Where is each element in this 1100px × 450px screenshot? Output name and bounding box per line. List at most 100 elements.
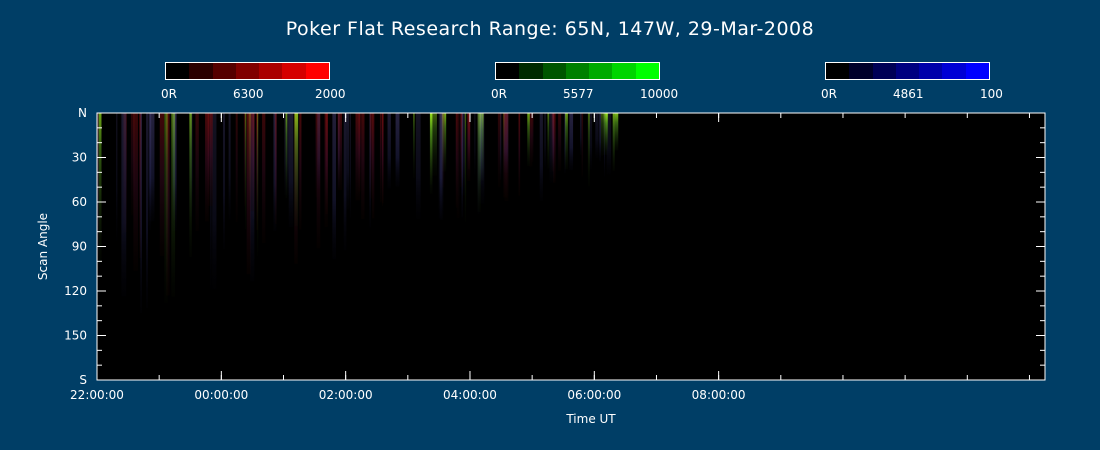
y-tick-label: S <box>79 373 87 387</box>
colorbar-4861-swatch <box>849 63 873 79</box>
emission-streak <box>164 113 168 303</box>
emission-streak <box>250 113 255 212</box>
emission-streak <box>539 113 543 202</box>
emission-streak <box>149 113 155 222</box>
y-axis-label: Scan Angle <box>36 213 50 280</box>
emission-streak <box>285 113 288 199</box>
emission-streak <box>80 113 85 231</box>
emission-streak <box>529 113 533 167</box>
x-tick-label: 02:00:00 <box>319 388 373 402</box>
colorbar-6300-swatch <box>305 63 329 79</box>
emission-streak <box>6 113 11 271</box>
emission-streak <box>372 113 375 219</box>
emission-streak <box>349 113 352 219</box>
colorbar-5577-swatch <box>635 63 659 79</box>
emission-streak <box>257 113 259 256</box>
emission-streak <box>195 113 199 232</box>
colorbar-6300-min: 0R <box>161 87 177 101</box>
emission-streak <box>614 113 619 151</box>
emission-streak <box>130 113 135 216</box>
emission-streak <box>332 113 336 260</box>
y-tick-label: 150 <box>64 329 87 343</box>
emission-streak <box>603 113 608 155</box>
emission-streak <box>382 113 384 204</box>
colorbar-6300 <box>165 62 330 80</box>
emission-streak <box>324 113 328 227</box>
emission-streak <box>565 113 568 170</box>
colorbar-5577-min: 0R <box>491 87 507 101</box>
emission-streak <box>146 113 148 309</box>
emission-streak <box>456 113 460 218</box>
emission-streak <box>76 113 77 259</box>
emission-streak <box>395 113 400 187</box>
emission-streak <box>116 113 118 241</box>
y-tick-label: 30 <box>72 151 87 165</box>
emission-streak <box>430 113 433 185</box>
colorbar-4861-max: 100 <box>980 87 1003 101</box>
emission-streak <box>166 113 170 296</box>
y-tick-label: N <box>78 106 87 120</box>
colorbar-6300-swatch <box>189 63 213 79</box>
emission-streak <box>581 113 584 177</box>
emission-streak <box>464 113 467 222</box>
emission-streak <box>569 113 574 171</box>
emission-streak <box>600 113 604 156</box>
emission-streak <box>16 113 20 253</box>
emission-streak <box>12 113 14 266</box>
emission-streak <box>70 113 72 238</box>
emission-streak <box>553 113 556 183</box>
emission-streak <box>346 113 350 210</box>
emission-streak <box>355 113 361 201</box>
colorbar-4861-swatch <box>872 63 896 79</box>
emission-streak <box>235 113 238 223</box>
emission-streak <box>455 113 458 208</box>
emission-streak <box>595 113 599 159</box>
emission-streak <box>57 113 58 273</box>
emission-streak <box>461 113 466 196</box>
emission-streak <box>499 113 502 180</box>
colorbar-4861-swatch <box>919 63 943 79</box>
colorbar-4861-swatch <box>942 63 966 79</box>
colorbar-5577 <box>495 62 660 80</box>
colorbar-6300-label: 6300 <box>233 87 264 101</box>
emission-streak <box>26 113 28 324</box>
emission-streak <box>479 113 483 185</box>
emission-streak <box>0 113 3 251</box>
emission-streak <box>13 113 14 253</box>
colorbar-6300-max: 2000 <box>315 87 346 101</box>
emission-streak <box>98 113 102 264</box>
emission-streak <box>337 113 342 191</box>
emission-streak <box>244 113 247 230</box>
x-axis-label: Time UT <box>565 412 616 426</box>
colorbar-6300-swatch <box>166 63 190 79</box>
colorbar-6300-swatch <box>212 63 236 79</box>
emission-streak <box>274 113 277 224</box>
emission-streak <box>467 113 471 182</box>
emission-streak <box>294 113 299 227</box>
emission-streak <box>317 113 321 189</box>
emission-streak <box>549 113 554 183</box>
colorbar-4861-swatch <box>895 63 920 79</box>
colorbar-5577-swatch <box>565 63 590 79</box>
emission-streak <box>379 113 382 203</box>
emission-streak <box>207 113 213 206</box>
emission-streak <box>140 113 142 314</box>
y-tick-label: 120 <box>64 284 87 298</box>
emission-streak <box>460 113 463 188</box>
emission-streak <box>612 113 615 171</box>
emission-streak <box>361 113 365 220</box>
axes-layer: 22:00:00 00:00:00 02:00:00 04:00:00 06:00:00… <box>36 106 1046 426</box>
colorbar-4861-swatch <box>965 63 989 79</box>
colorbar-4861-swatch <box>826 63 850 79</box>
emission-streak <box>605 113 609 150</box>
emission-streak <box>288 113 294 228</box>
emission-streak <box>212 113 217 290</box>
emission-streak <box>589 113 593 170</box>
emission-streak <box>315 113 318 198</box>
emission-streak <box>343 113 347 251</box>
emission-streak <box>262 113 266 244</box>
emission-streak <box>599 113 601 162</box>
y-tick-label: 90 <box>72 240 87 254</box>
emission-streak <box>21 113 25 265</box>
colorbar-6300-swatch <box>259 63 283 79</box>
